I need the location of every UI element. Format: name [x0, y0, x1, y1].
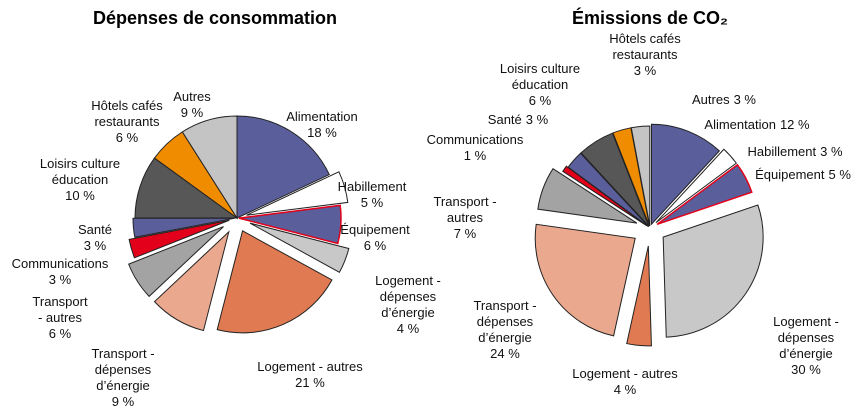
slice-name: Transport - dépenses d’énergie	[91, 346, 155, 393]
slice-label: Transport - dépenses d’énergie 9 %	[78, 346, 168, 410]
slice-name: Alimentation	[286, 109, 358, 124]
slice-label: Transport - autres 7 %	[430, 194, 500, 242]
pie-slice	[630, 125, 651, 227]
slice-value: 10 %	[65, 188, 95, 203]
pie-slice	[580, 132, 650, 227]
pie-slice	[249, 222, 350, 273]
slice-value: 12 %	[779, 117, 810, 132]
slice-name: Communications	[426, 132, 524, 147]
pie-slice	[534, 223, 636, 337]
pie-slice	[153, 230, 230, 332]
pie-slice	[662, 204, 764, 338]
slice-label: Loisirs culture éducation 6 %	[475, 61, 605, 109]
slice-label: Communications 3 %	[5, 256, 115, 288]
slice-name: Hôtels cafés restaurants	[609, 31, 681, 62]
slice-value: 3 %	[83, 238, 107, 253]
slice-name: Transport - autres	[433, 194, 497, 225]
slice-label: Transport - autres 6 %	[30, 294, 90, 342]
slice-name: Santé	[78, 222, 112, 237]
pie-slice	[132, 217, 236, 238]
slice-value: 30 %	[791, 362, 821, 377]
slice-name: Logement - autres	[572, 366, 678, 381]
pie-slice	[626, 245, 652, 347]
slice-name: Loisirs culture éducation	[39, 156, 121, 187]
slice-label: Habillement 5 %	[327, 179, 417, 211]
slice-name: Équipement	[340, 222, 410, 237]
pie-slice	[128, 219, 230, 259]
slice-value: 6 %	[363, 238, 387, 253]
slice-label: Transport - dépenses d’énergie 24 %	[460, 298, 550, 362]
slice-value: 7 %	[453, 226, 477, 241]
slice-label: Logement - autres 21 %	[245, 359, 375, 391]
slice-value: 3 %	[48, 272, 72, 287]
slice-name: Équipement	[755, 167, 825, 182]
slice-label: Santé 3 %	[478, 112, 558, 128]
slice-label: Équipement 5 %	[743, 167, 858, 183]
chart-title: Dépenses de consommation	[92, 8, 338, 28]
slice-value: 5 %	[360, 195, 384, 210]
slice-name: Transport - autres	[32, 294, 88, 325]
pie-slice	[128, 226, 224, 298]
slice-value: 9 %	[111, 394, 135, 409]
slice-label: Hôtels cafés restaurants 3 %	[585, 31, 705, 79]
slice-label: Communications 1 %	[420, 132, 530, 164]
slice-value: 21 %	[295, 375, 325, 390]
pie-slice	[650, 123, 721, 226]
pie-slice	[655, 148, 738, 224]
slice-value: 5 %	[828, 167, 851, 182]
slice-name: Loisirs culture éducation	[499, 61, 581, 92]
pie-slice	[567, 152, 649, 228]
slice-label: Santé 3 %	[65, 222, 125, 254]
pie-slice	[181, 115, 238, 220]
slice-value: 3 %	[733, 92, 756, 107]
slice-label: Alimentation 18 %	[277, 109, 367, 141]
slice-value: 4 %	[613, 382, 637, 397]
slice-name: Habillement	[747, 144, 817, 159]
slice-name: Hôtels cafés restaurants	[91, 98, 163, 129]
slice-value: 6 %	[115, 130, 139, 145]
pie-slice	[238, 204, 342, 245]
slice-label: Loisirs culture éducation 10 %	[25, 156, 135, 204]
slice-name: Logement - dépenses d’énergie	[773, 314, 839, 361]
slice-label: Habillement 3 %	[735, 144, 855, 160]
slice-label: Hôtels cafés restaurants 6 %	[77, 98, 177, 146]
pie-slice	[656, 163, 753, 226]
slice-name: Logement - dépenses d’énergie	[375, 273, 441, 320]
pie-slice	[216, 230, 333, 334]
pie-slice	[246, 171, 349, 216]
slice-name: Communications	[11, 256, 109, 271]
slice-value: 3 %	[820, 144, 843, 159]
pie-slice	[562, 165, 648, 227]
slice-value: 4 %	[396, 321, 420, 336]
slice-value: 6 %	[48, 326, 72, 341]
slice-value: 3 %	[525, 112, 549, 127]
slice-label: Autres 9 %	[162, 89, 222, 121]
slice-name: Logement - autres	[257, 359, 363, 374]
slice-label: Autres 3 %	[684, 92, 764, 108]
slice-name: Habillement	[337, 179, 407, 194]
slice-value: 24 %	[490, 346, 520, 361]
slice-label: Logement - dépenses d’énergie 4 %	[358, 273, 458, 337]
pie-slice	[537, 167, 638, 224]
slice-value: 1 %	[463, 148, 487, 163]
slice-value: 9 %	[180, 105, 204, 120]
chart-title: Émissions de CO₂	[571, 8, 729, 28]
slice-name: Santé	[487, 112, 522, 127]
slice-value: 3 %	[633, 63, 657, 78]
slice-name: Autres	[173, 89, 211, 104]
slice-value: 18 %	[307, 125, 337, 140]
slice-name: Alimentation	[704, 117, 776, 132]
pie-slice	[236, 115, 330, 219]
slice-name: Autres	[692, 92, 730, 107]
slice-name: Transport - dépenses d’énergie	[473, 298, 537, 345]
slice-label: Équipement 6 %	[330, 222, 420, 254]
slice-label: Logement - dépenses d’énergie 30 %	[756, 314, 856, 378]
slice-label: Alimentation 12 %	[687, 117, 827, 133]
slice-value: 6 %	[528, 93, 552, 108]
slice-label: Logement - autres 4 %	[560, 366, 690, 398]
